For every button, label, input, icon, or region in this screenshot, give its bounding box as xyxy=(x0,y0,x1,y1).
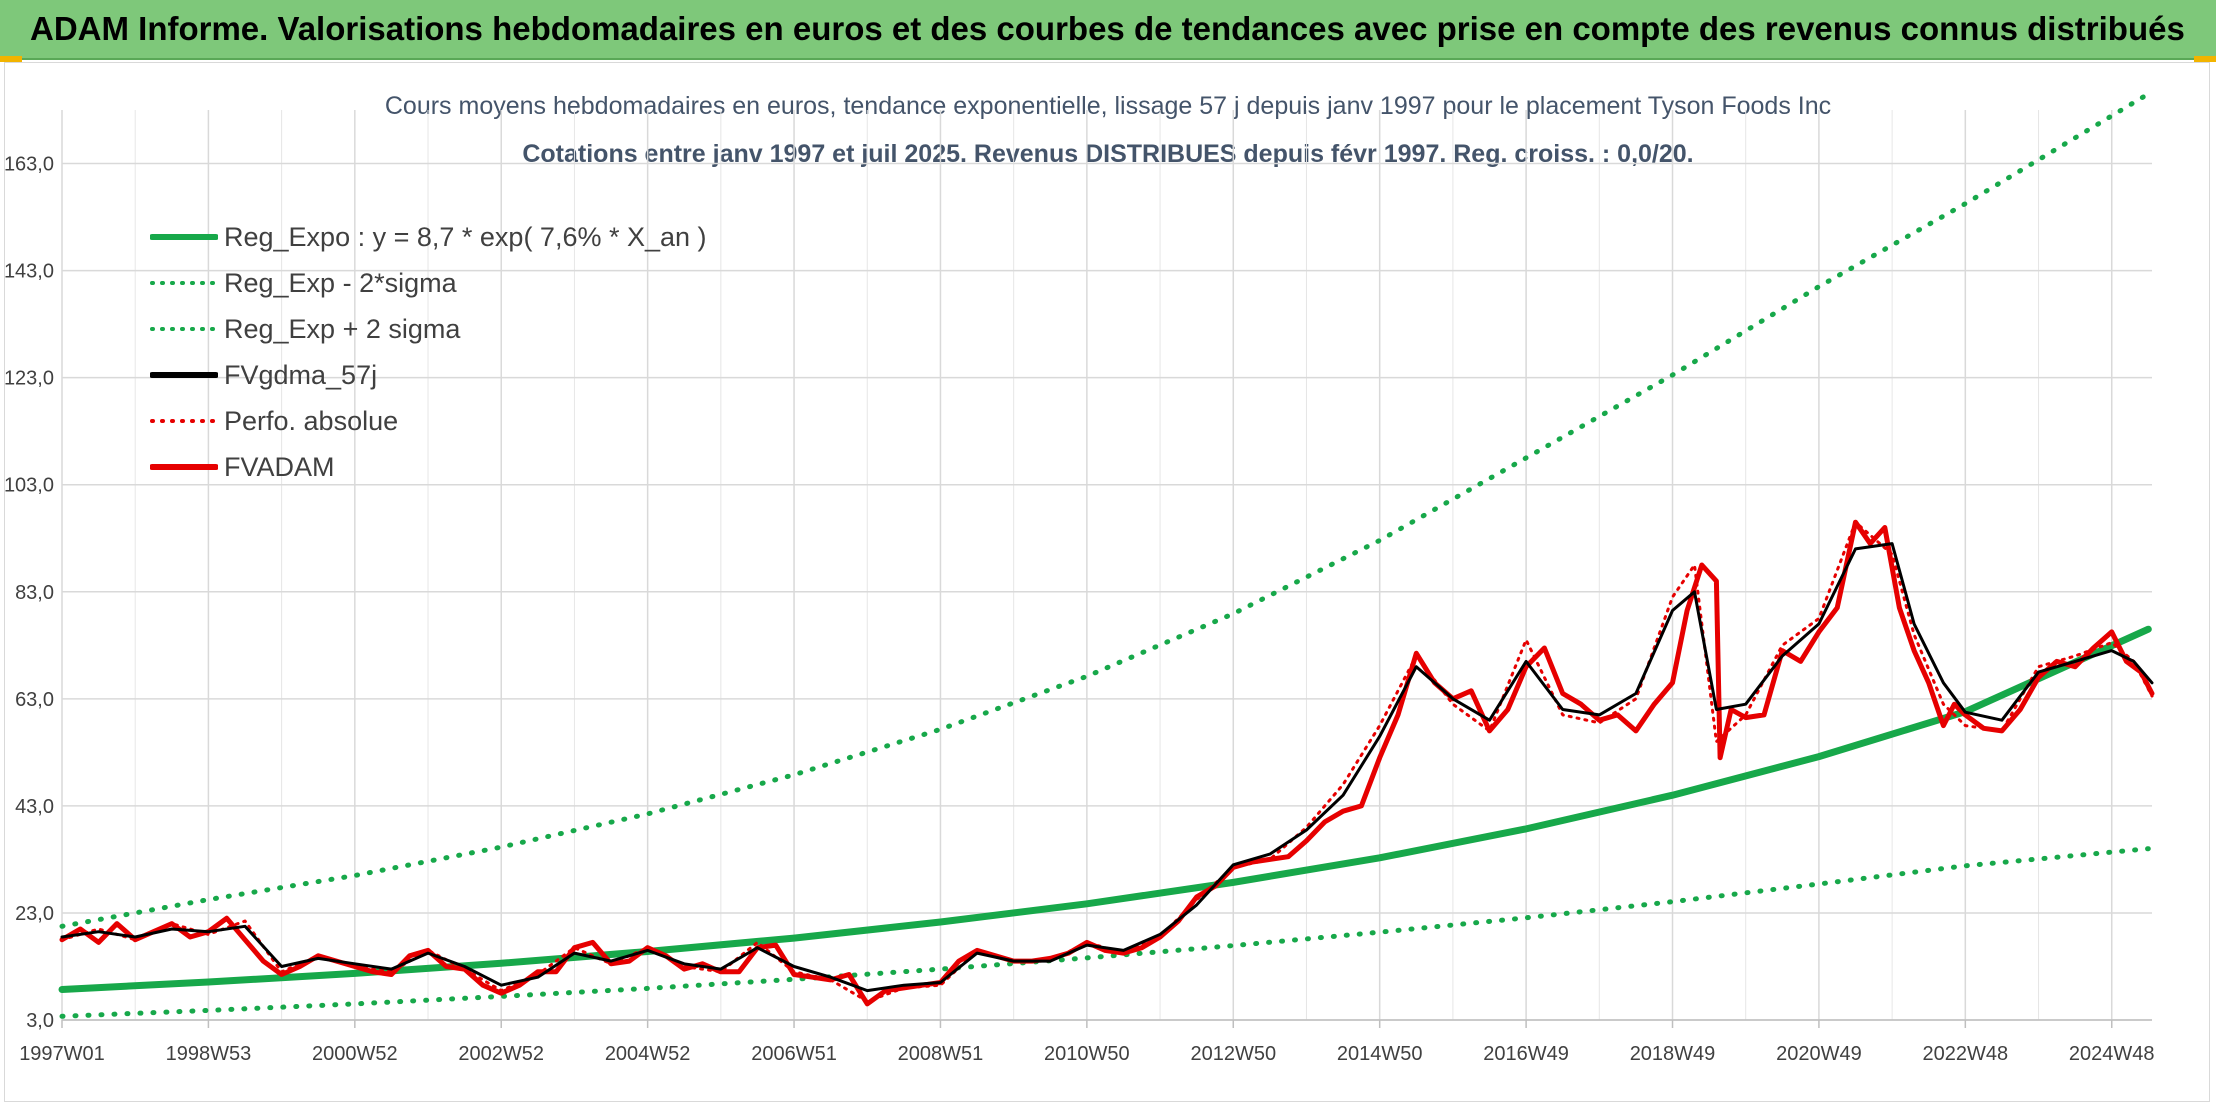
series-line-3 xyxy=(60,542,2154,993)
legend-label: Reg_Expo : y = 8,7 * exp( 7,6% * X_an ) xyxy=(224,221,707,252)
x-tick-label: 2006W51 xyxy=(751,1043,837,1065)
legend: Reg_Expo : y = 8,7 * exp( 7,6% * X_an ) R… xyxy=(150,214,707,490)
legend-item: Reg_Exp - 2*sigma xyxy=(150,260,707,306)
corner-marker-right xyxy=(2194,56,2216,62)
x-tick-label: 2022W48 xyxy=(1923,1043,2009,1065)
series-line-1 xyxy=(59,846,2151,1019)
legend-swatch xyxy=(150,464,218,470)
y-tick-label: 23,0 xyxy=(15,903,54,925)
y-tick-label: 103,0 xyxy=(4,475,54,497)
x-tick-label: 1997W01 xyxy=(19,1043,105,1065)
x-tick-label: 2014W50 xyxy=(1337,1043,1423,1065)
legend-label: Reg_Exp + 2 sigma xyxy=(224,313,461,344)
series-layer xyxy=(58,91,2155,1019)
x-tick-label: 2004W52 xyxy=(605,1043,691,1065)
chart-frame xyxy=(4,62,2210,1102)
series-line-0 xyxy=(58,625,2152,993)
y-tick-label: 43,0 xyxy=(15,796,54,818)
x-tick-label: 2008W51 xyxy=(898,1043,984,1065)
corner-marker-left xyxy=(0,56,22,62)
legend-swatch xyxy=(150,419,218,423)
axis-layer: 3,0 23,0 43,0 63,0 83,0 103,0 123,0 143,0 163,0 1… xyxy=(4,154,2155,1065)
y-tick-label: 163,0 xyxy=(4,154,54,176)
legend-item: Perfo. absolue xyxy=(150,398,707,444)
legend-item: FVgdma_57j xyxy=(150,352,707,398)
x-tick-label: 2000W52 xyxy=(312,1043,398,1065)
legend-label: FVgdma_57j xyxy=(224,359,378,390)
y-tick-label: 143,0 xyxy=(4,261,54,283)
legend-swatch xyxy=(150,372,218,378)
report-title: ADAM Informe. Valorisations hebdomadaire… xyxy=(30,10,2185,47)
x-tick-label: 2016W49 xyxy=(1483,1043,1569,1065)
x-tick-label: 2020W49 xyxy=(1776,1043,1862,1065)
legend-label: FVADAM xyxy=(224,451,335,482)
legend-swatch xyxy=(150,281,218,285)
x-tick-label: 2024W48 xyxy=(2069,1043,2155,1065)
x-tick-label: 2018W49 xyxy=(1630,1043,1716,1065)
report-banner: ADAM Informe. Valorisations hebdomadaire… xyxy=(0,0,2216,60)
legend-swatch xyxy=(150,234,218,240)
y-tick-label: 63,0 xyxy=(15,689,54,711)
x-tick-label: 2002W52 xyxy=(458,1043,544,1065)
grid-layer xyxy=(61,110,2152,1021)
legend-label: Reg_Exp - 2*sigma xyxy=(224,267,457,298)
y-tick-label: 3,0 xyxy=(26,1010,54,1032)
legend-item: Reg_Expo : y = 8,7 * exp( 7,6% * X_an ) xyxy=(150,214,707,260)
series-line-5 xyxy=(59,519,2155,1007)
legend-item: Reg_Exp + 2 sigma xyxy=(150,306,707,352)
chart-title: Cours moyens hebdomadaires en euros, ten… xyxy=(384,92,1832,120)
x-tick-label: 1998W53 xyxy=(166,1043,252,1065)
x-tick-label: 2010W50 xyxy=(1044,1043,1130,1065)
legend-item: FVADAM xyxy=(150,444,707,490)
legend-swatch xyxy=(150,327,218,331)
x-tick-label: 2012W50 xyxy=(1190,1043,1276,1065)
legend-label: Perfo. absolue xyxy=(224,405,399,436)
y-tick-label: 83,0 xyxy=(15,582,54,604)
y-tick-label: 123,0 xyxy=(4,368,54,390)
